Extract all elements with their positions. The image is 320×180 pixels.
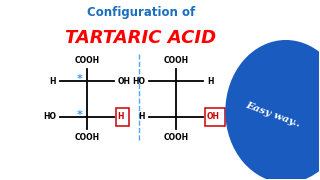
Text: *: *: [77, 74, 83, 84]
Text: H: H: [49, 76, 56, 86]
Text: Configuration of: Configuration of: [87, 6, 195, 19]
Text: OH: OH: [118, 76, 131, 86]
Text: H: H: [207, 76, 213, 86]
Text: OH: OH: [207, 112, 220, 121]
Text: TARTARIC ACID: TARTARIC ACID: [65, 29, 216, 47]
Text: Easy way..: Easy way..: [244, 101, 302, 129]
Text: *: *: [77, 110, 83, 120]
Text: COOH: COOH: [164, 56, 188, 65]
Text: COOH: COOH: [164, 133, 188, 142]
Text: HO: HO: [132, 76, 145, 86]
Text: COOH: COOH: [74, 56, 99, 65]
Text: H: H: [139, 112, 145, 121]
Text: HO: HO: [43, 112, 56, 121]
Ellipse shape: [225, 40, 320, 180]
Text: H: H: [118, 112, 124, 121]
Text: COOH: COOH: [74, 133, 99, 142]
